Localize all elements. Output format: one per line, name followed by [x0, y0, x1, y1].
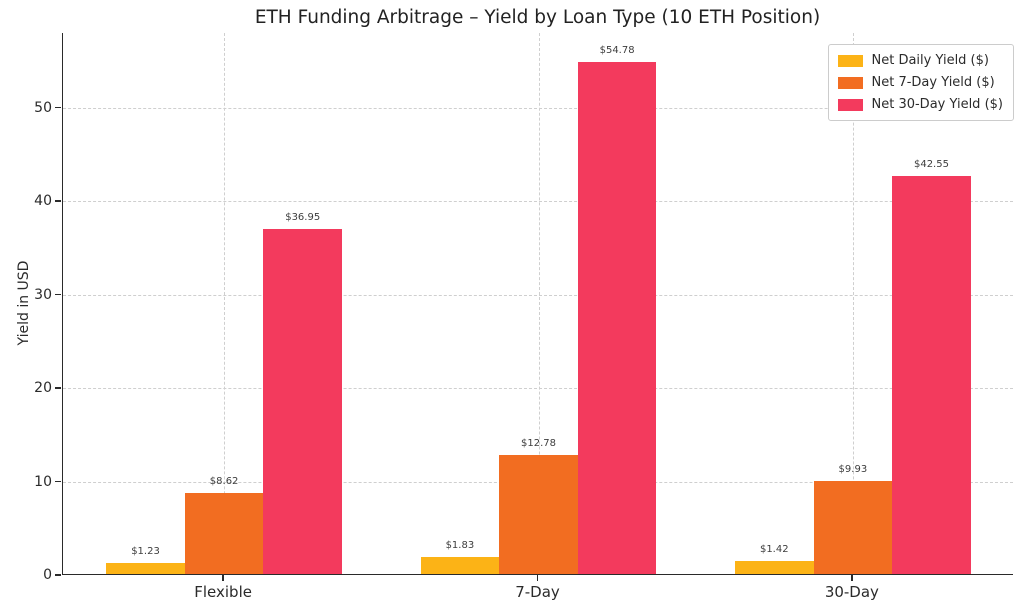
- legend-swatch: [837, 54, 863, 67]
- bar-value-label: $54.78: [599, 45, 635, 57]
- bar-net-daily-yield--7-day: [420, 556, 500, 574]
- bar-value-label: $42.55: [913, 159, 949, 171]
- y-tick-mark: [55, 387, 61, 389]
- bar-value-label: $1.83: [445, 539, 475, 551]
- bar-value-label: $1.23: [131, 545, 160, 557]
- bar-net-7-day-yield--flexible: [184, 493, 264, 574]
- bar-net-30-day-yield--flexible: [263, 228, 342, 574]
- legend-item-label: Net Daily Yield ($): [871, 53, 989, 68]
- x-tick-label: 30-Day: [824, 583, 879, 601]
- bar-value-label: $8.62: [209, 476, 239, 488]
- v-gridline: [224, 33, 226, 574]
- x-tick-mark: [851, 575, 853, 581]
- legend-swatch: [837, 76, 863, 89]
- x-tick-label: Flexible: [194, 583, 252, 601]
- x-tick-mark: [536, 575, 539, 581]
- y-tick-mark: [55, 106, 61, 109]
- h-gridline: [63, 201, 1013, 203]
- y-tick-label: 20: [34, 380, 52, 397]
- bar-net-7-day-yield--30-day: [813, 481, 893, 574]
- bar-net-daily-yield--flexible: [106, 562, 185, 574]
- legend-item: Net Daily Yield ($): [837, 52, 1004, 69]
- y-tick-mark: [55, 574, 61, 576]
- h-gridline: [63, 107, 1013, 109]
- y-tick-label: 0: [43, 567, 52, 583]
- bar-net-daily-yield--30-day: [734, 560, 814, 574]
- x-tick-label: 7-Day: [515, 583, 560, 601]
- legend-item-label: Net 7-Day Yield ($): [871, 75, 995, 90]
- y-tick-mark: [55, 200, 61, 202]
- y-tick-label: 30: [34, 286, 52, 303]
- v-gridline: [852, 33, 854, 574]
- y-tick-label: 50: [34, 99, 52, 116]
- y-tick-mark: [55, 480, 61, 483]
- bar-net-30-day-yield--7-day: [577, 62, 657, 574]
- h-gridline: [63, 294, 1013, 296]
- h-gridline: [63, 388, 1013, 390]
- legend-item: Net 30-Day Yield ($): [837, 96, 1004, 113]
- chart-title: ETH Funding Arbitrage – Yield by Loan Ty…: [254, 7, 821, 28]
- x-tick-mark: [222, 575, 224, 581]
- bar-value-label: $36.95: [285, 211, 321, 223]
- bar-net-30-day-yield--30-day: [892, 176, 971, 574]
- v-gridline: [538, 33, 540, 574]
- bar-value-label: $12.78: [521, 437, 556, 449]
- legend-item-label: Net 30-Day Yield ($): [871, 97, 1004, 112]
- bar-net-7-day-yield--7-day: [499, 454, 578, 574]
- plot-area: $1.23 $1.83 $1.42 $8.62 $12.78 $9.93 $36.95 $54…: [62, 33, 1013, 575]
- legend: Net Daily Yield ($) Net 7-Day Yield ($) Ne…: [827, 44, 1014, 121]
- bar-value-label: $1.42: [759, 543, 789, 555]
- y-tick-label: 40: [34, 193, 52, 210]
- legend-item: Net 7-Day Yield ($): [837, 74, 1004, 91]
- bar-value-label: $9.93: [838, 464, 868, 476]
- legend-swatch: [837, 98, 863, 111]
- y-tick-label: 10: [34, 473, 52, 490]
- y-tick-mark: [55, 293, 61, 296]
